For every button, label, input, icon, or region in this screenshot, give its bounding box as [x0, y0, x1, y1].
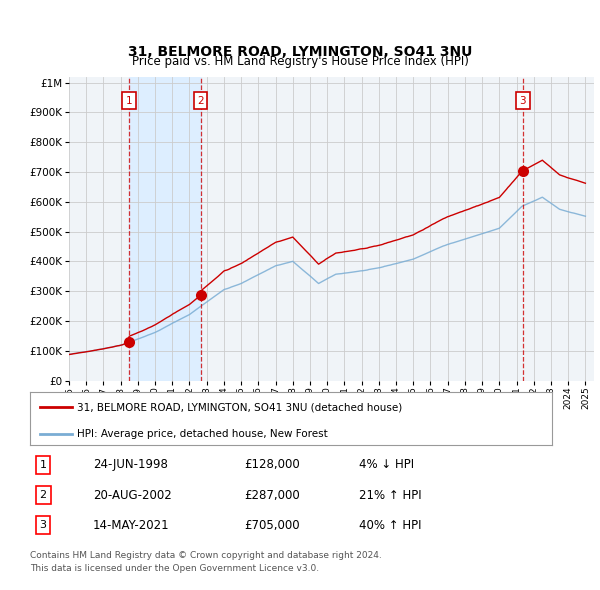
Text: 24-JUN-1998: 24-JUN-1998: [92, 458, 167, 471]
Text: £705,000: £705,000: [244, 519, 299, 532]
Text: 2: 2: [197, 96, 204, 106]
Text: HPI: Average price, detached house, New Forest: HPI: Average price, detached house, New …: [77, 429, 328, 439]
Text: Price paid vs. HM Land Registry's House Price Index (HPI): Price paid vs. HM Land Registry's House …: [131, 55, 469, 68]
Text: 3: 3: [520, 96, 526, 106]
Text: £287,000: £287,000: [244, 489, 300, 502]
Text: £128,000: £128,000: [244, 458, 300, 471]
Text: 2: 2: [40, 490, 47, 500]
Text: Contains HM Land Registry data © Crown copyright and database right 2024.: Contains HM Land Registry data © Crown c…: [30, 550, 382, 559]
Text: 31, BELMORE ROAD, LYMINGTON, SO41 3NU: 31, BELMORE ROAD, LYMINGTON, SO41 3NU: [128, 45, 472, 59]
Text: 40% ↑ HPI: 40% ↑ HPI: [359, 519, 421, 532]
Text: 20-AUG-2002: 20-AUG-2002: [92, 489, 172, 502]
Text: 3: 3: [40, 520, 47, 530]
Text: 14-MAY-2021: 14-MAY-2021: [92, 519, 169, 532]
Text: 4% ↓ HPI: 4% ↓ HPI: [359, 458, 414, 471]
Text: This data is licensed under the Open Government Licence v3.0.: This data is licensed under the Open Gov…: [30, 564, 319, 573]
Text: 31, BELMORE ROAD, LYMINGTON, SO41 3NU (detached house): 31, BELMORE ROAD, LYMINGTON, SO41 3NU (d…: [77, 402, 402, 412]
Text: 1: 1: [125, 96, 132, 106]
Bar: [129, 77, 200, 381]
Text: 1: 1: [40, 460, 47, 470]
Text: 21% ↑ HPI: 21% ↑ HPI: [359, 489, 421, 502]
